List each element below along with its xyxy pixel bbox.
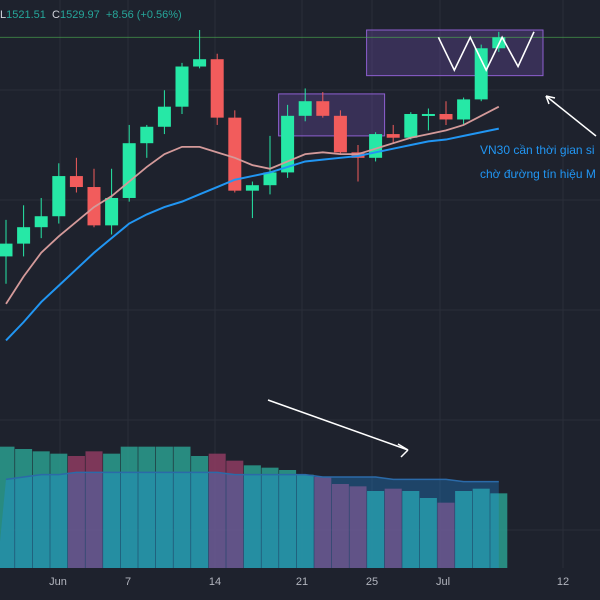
volume-bar — [367, 491, 385, 568]
candle-body — [245, 185, 259, 191]
volume-bar — [15, 449, 33, 568]
volume-bar — [261, 467, 279, 568]
candle-body — [298, 101, 312, 116]
volume-bar — [384, 488, 402, 568]
volume-bar — [331, 484, 349, 568]
candle-body — [69, 176, 83, 188]
candle-body — [474, 48, 488, 100]
annotation-arrows — [267, 95, 597, 458]
candle-body — [52, 176, 66, 217]
x-tick-label: 14 — [209, 576, 221, 588]
volume-ma-area — [0, 471, 499, 568]
candles — [0, 30, 506, 284]
volume-bar — [279, 470, 297, 568]
volume-bar — [85, 451, 103, 568]
x-tick-label: 7 — [125, 576, 131, 588]
candle-body — [175, 66, 189, 107]
candle-body — [34, 216, 48, 228]
candle-body — [193, 59, 207, 67]
candle-body — [386, 134, 400, 138]
candle-body — [457, 99, 471, 120]
volume-bars — [0, 446, 508, 568]
volume-ma-fill — [0, 472, 499, 568]
volume-bar — [296, 474, 314, 568]
candle-body — [404, 113, 418, 138]
moving-averages — [5, 105, 500, 342]
change-value: +8.56 (+0.56%) — [105, 9, 182, 21]
candle-body — [228, 117, 242, 191]
projection-zigzag — [437, 31, 535, 73]
volume-bar — [0, 446, 15, 568]
ma-slow-line — [5, 127, 500, 342]
candle-body — [281, 115, 295, 173]
volume-bar — [402, 491, 420, 568]
volume-bar — [243, 465, 261, 568]
volume-bar — [455, 491, 473, 568]
consolidation-box-1 — [278, 93, 386, 137]
volume-bar — [419, 498, 437, 568]
x-tick-label: Jun — [49, 576, 67, 588]
annotation-line-1: VN30 cần thời gian si — [480, 143, 595, 157]
volume-bar — [472, 488, 490, 568]
candle-body — [333, 115, 347, 153]
volume-bar — [314, 477, 332, 568]
candle-body — [439, 113, 453, 120]
arrow-volume-head — [397, 443, 409, 458]
volume-bar — [191, 456, 209, 568]
candle-body — [17, 227, 31, 244]
volume-bar — [437, 502, 455, 568]
volume-bar — [120, 446, 138, 568]
x-tick-label: 21 — [296, 576, 308, 588]
volume-bar — [103, 453, 121, 568]
volume-bar — [349, 486, 367, 568]
volume-bar — [208, 453, 226, 568]
ma-fast-line — [5, 105, 500, 305]
volume-bar — [155, 446, 173, 568]
candle-body — [157, 106, 171, 127]
low-value: 1521.51 — [6, 9, 46, 21]
volume-bar — [226, 460, 244, 568]
ohlc-legend: L1521.51 C1529.97 +8.56 (+0.56%) — [0, 9, 182, 21]
candle-body — [316, 101, 330, 116]
volume-bar — [138, 446, 156, 568]
candle-body — [421, 113, 435, 116]
volume-ma-line — [5, 471, 499, 483]
candle-body — [122, 143, 136, 198]
low-key: L — [0, 9, 7, 21]
arrow-volume-line — [267, 399, 409, 451]
volume-bar — [50, 453, 68, 568]
arrow-to-box-line — [545, 95, 597, 137]
volume-bar — [67, 456, 85, 568]
x-tick-label: 12 — [557, 576, 569, 588]
volume-bar — [490, 493, 508, 568]
candle-body — [210, 59, 224, 118]
volume-bar — [173, 446, 191, 568]
close-value: 1529.97 — [59, 9, 100, 21]
candle-body — [140, 126, 154, 144]
arrow-to-box-head — [545, 95, 556, 105]
candle-body — [263, 172, 277, 186]
volume-bar — [32, 451, 50, 568]
candle-body — [105, 197, 119, 226]
x-tick-label: 25 — [366, 576, 378, 588]
annotation-line-2: chờ đường tín hiệu M — [480, 167, 596, 181]
projection-path — [437, 31, 535, 73]
candle-body — [0, 243, 13, 257]
x-axis: Jun 7 14 21 25 Jul 12 — [49, 576, 569, 588]
close-key: C — [52, 9, 60, 21]
consolidation-boxes — [0, 29, 600, 137]
x-tick-label: Jul — [436, 576, 450, 588]
